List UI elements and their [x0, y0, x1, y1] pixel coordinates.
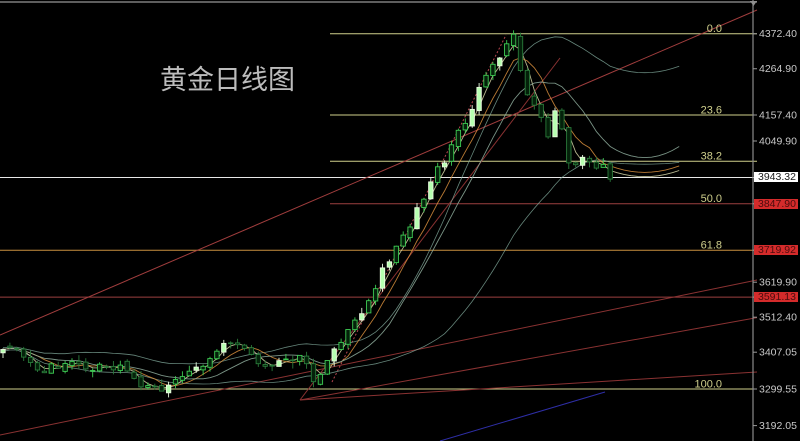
svg-text:4049.90: 4049.90	[759, 136, 797, 148]
svg-text:61.8: 61.8	[701, 240, 722, 252]
svg-text:黄金日线图: 黄金日线图	[160, 65, 295, 95]
svg-text:50.0: 50.0	[701, 193, 722, 205]
svg-text:3407.05: 3407.05	[759, 347, 797, 359]
svg-text:3299.55: 3299.55	[759, 384, 797, 396]
svg-text:3512.40: 3512.40	[759, 312, 797, 324]
svg-text:4372.40: 4372.40	[759, 28, 797, 40]
svg-text:0.0: 0.0	[707, 23, 722, 35]
svg-text:4264.90: 4264.90	[759, 63, 797, 75]
svg-text:4157.40: 4157.40	[759, 110, 797, 122]
svg-text:38.2: 38.2	[701, 151, 722, 163]
svg-text:3192.05: 3192.05	[759, 420, 797, 432]
svg-text:100.0: 100.0	[694, 378, 722, 390]
svg-text:3619.90: 3619.90	[759, 277, 797, 289]
svg-text:23.6: 23.6	[701, 104, 722, 116]
